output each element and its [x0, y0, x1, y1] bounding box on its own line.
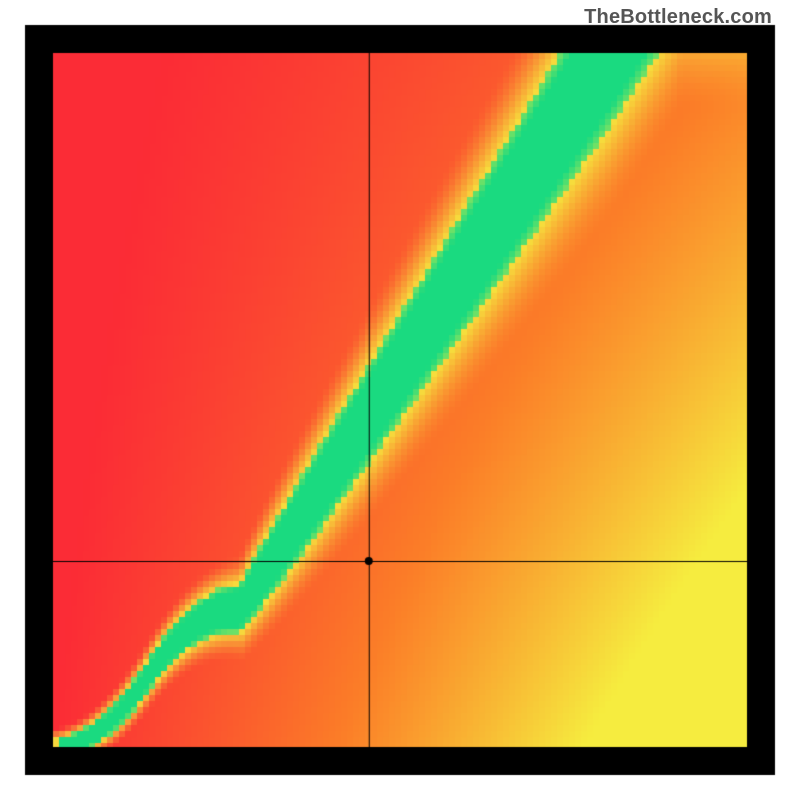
watermark-text: TheBottleneck.com	[584, 6, 772, 29]
bottleneck-heatmap	[0, 0, 800, 800]
